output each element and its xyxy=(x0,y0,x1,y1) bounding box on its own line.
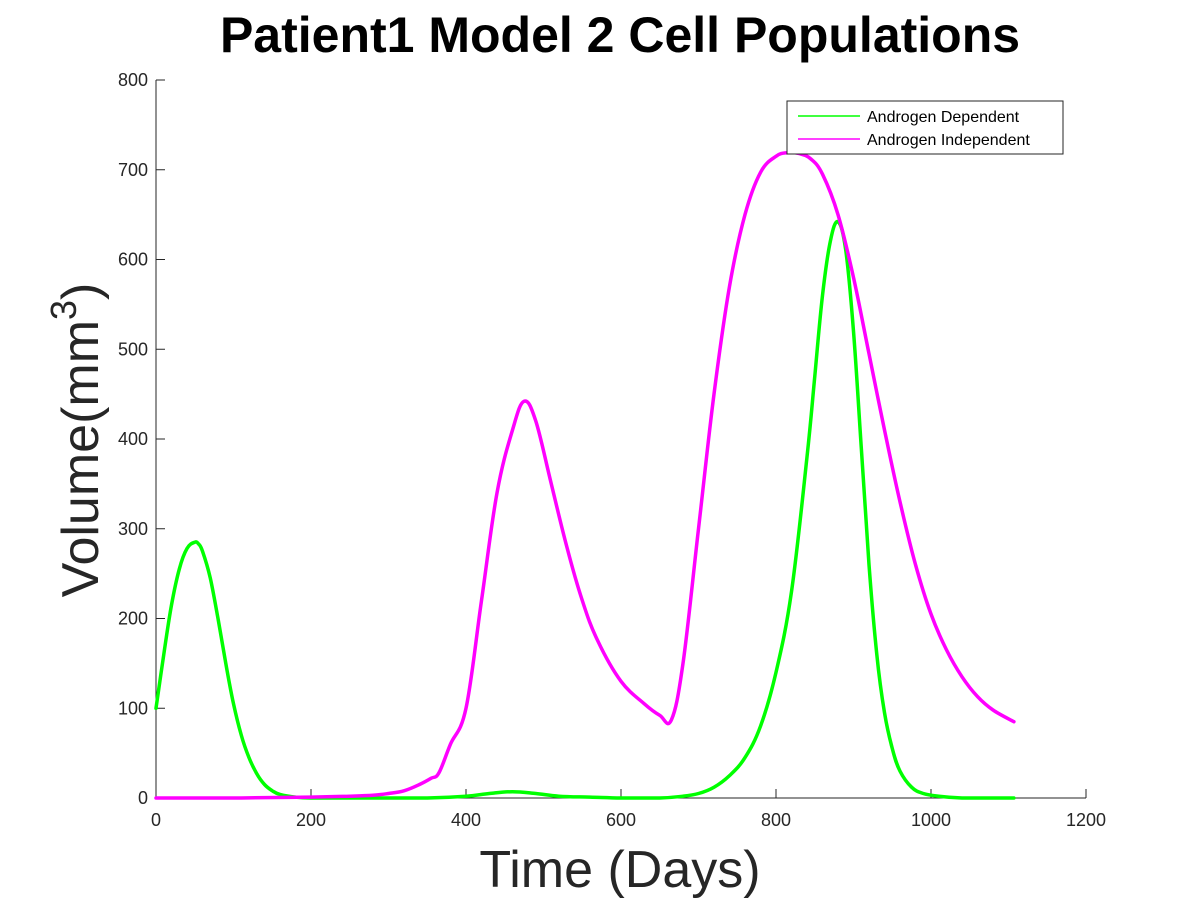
x-axis-label: Time (Days) xyxy=(479,841,760,899)
y-tick-label: 400 xyxy=(118,429,148,449)
y-tick-label: 300 xyxy=(118,519,148,539)
y-tick-label: 200 xyxy=(118,609,148,629)
legend: Androgen Dependent Androgen Independent xyxy=(786,100,1064,155)
series-layer xyxy=(154,150,1016,800)
y-tick-label: 800 xyxy=(118,70,148,90)
legend-label-androgen-dependent: Androgen Dependent xyxy=(867,109,1020,126)
legend-box xyxy=(786,100,1064,155)
legend-label-androgen-independent: Androgen Independent xyxy=(867,132,1030,149)
y-axis-label-group: Volume(mm3) xyxy=(43,283,110,598)
y-tick-label: 0 xyxy=(138,788,148,808)
series-line-androgen-independent xyxy=(154,150,1016,800)
x-tick-label: 600 xyxy=(606,810,636,830)
x-tick-label: 200 xyxy=(296,810,326,830)
chart-title: Patient1 Model 2 Cell Populations xyxy=(220,7,1020,63)
x-tick-label: 0 xyxy=(151,810,161,830)
y-axis-label-main: Volume(mm xyxy=(52,320,110,597)
y-tick-label: 500 xyxy=(118,339,148,359)
y-axis-label: Volume(mm3) xyxy=(43,283,110,598)
series-line-androgen-dependent xyxy=(154,219,1016,800)
y-axis-label-suffix: ) xyxy=(52,283,110,300)
x-tick-label: 1200 xyxy=(1066,810,1106,830)
y-tick-label: 600 xyxy=(118,250,148,270)
y-tick-label: 100 xyxy=(118,698,148,718)
axes: 0 200 400 600 800 1000 1200 0 100 200 300 400 500 600… xyxy=(118,70,1106,830)
x-tick-label: 800 xyxy=(761,810,791,830)
y-axis-label-superscript: 3 xyxy=(43,300,84,320)
x-tick-label: 1000 xyxy=(911,810,951,830)
y-tick-label: 700 xyxy=(118,160,148,180)
x-tick-label: 400 xyxy=(451,810,481,830)
